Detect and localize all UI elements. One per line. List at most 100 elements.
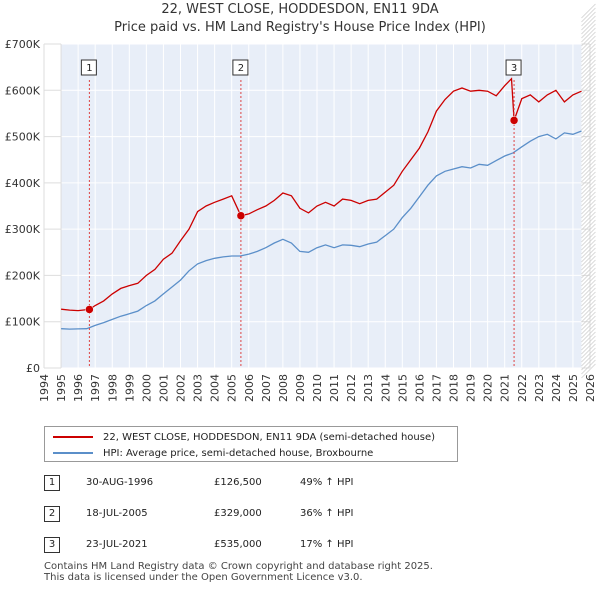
future-hatch (581, 23, 596, 39)
future-hatch (581, 275, 596, 291)
legend-swatch-hpi (53, 452, 93, 454)
x-tick-label: 2012 (345, 374, 358, 402)
future-hatch (581, 347, 596, 363)
future-hatch (581, 55, 596, 71)
future-hatch (581, 135, 596, 151)
sale-label: 1 (86, 63, 92, 74)
future-hatch (581, 103, 596, 119)
future-hatch (581, 91, 596, 107)
future-hatch (581, 111, 596, 127)
future-hatch (581, 67, 596, 83)
future-hatch (581, 31, 596, 47)
future-hatch (581, 243, 596, 259)
sale-label-box (505, 59, 522, 76)
legend-label-property: 22, WEST CLOSE, HODDESDON, EN11 9DA (sem… (103, 431, 436, 443)
x-tick-label: 2001 (157, 374, 170, 402)
sale-point (85, 305, 94, 314)
future-hatch (581, 127, 596, 143)
future-hatch (581, 35, 596, 51)
future-hatch (581, 247, 596, 263)
future-hatch (581, 211, 596, 227)
x-tick-label: 2002 (175, 374, 188, 402)
future-hatch (581, 179, 596, 195)
future-hatch (581, 83, 596, 99)
future-hatch (581, 299, 596, 315)
x-tick-label: 2025 (567, 374, 580, 402)
future-hatch (581, 351, 596, 367)
future-hatch (581, 27, 596, 43)
x-tick-label: 2019 (465, 374, 478, 402)
transaction-row: 3 23-JUL-2021 £535,000 17% ↑ HPI (44, 537, 444, 555)
y-tick-label: £400K (5, 177, 41, 190)
x-tick-label: 2000 (140, 374, 153, 402)
legend: 22, WEST CLOSE, HODDESDON, EN11 9DA (sem… (44, 426, 458, 462)
x-tick-label: 2003 (192, 374, 205, 402)
future-hatch (581, 107, 596, 123)
future-hatch (581, 167, 596, 183)
x-tick-label: 1998 (106, 374, 119, 402)
x-tick-label: 2006 (243, 374, 256, 402)
transaction-row: 2 18-JUL-2005 £329,000 36% ↑ HPI (44, 506, 444, 524)
future-hatch (581, 71, 596, 87)
future-hatch (581, 163, 596, 179)
transaction-price: £535,000 (214, 539, 262, 550)
y-tick-label: £0 (26, 362, 40, 375)
future-hatch (581, 267, 596, 283)
x-tick-label: 2015 (396, 374, 409, 402)
future-hatch (581, 159, 596, 175)
future-hatch (581, 271, 596, 287)
future-hatch (581, 15, 596, 31)
x-tick-label: 2021 (499, 374, 512, 402)
future-hatch (581, 191, 596, 207)
future-hatch (581, 319, 596, 335)
future-hatch (581, 231, 596, 247)
future-hatch (581, 7, 596, 23)
future-hatch (581, 311, 596, 327)
x-tick-label: 2024 (550, 374, 563, 402)
series-line (61, 77, 582, 312)
x-tick-label: 2022 (516, 374, 529, 402)
future-hatch (581, 155, 596, 171)
future-hatch (581, 123, 596, 139)
future-hatch (581, 227, 596, 243)
future-hatch (581, 339, 596, 355)
y-tick-label: £300K (5, 223, 41, 236)
future-hatch (581, 203, 596, 219)
x-tick-label: 2004 (209, 374, 222, 402)
chart-subtitle: Price paid vs. HM Land Registry's House … (114, 20, 486, 35)
future-hatch (581, 151, 596, 167)
x-tick-label: 1997 (89, 374, 102, 402)
sale-label-box (232, 59, 249, 76)
x-tick-label: 2013 (362, 374, 375, 402)
future-hatch (581, 315, 596, 331)
future-hatch (581, 51, 596, 67)
future-hatch (581, 219, 596, 235)
transaction-date: 23-JUL-2021 (86, 539, 148, 550)
future-hatch (581, 359, 596, 375)
sale-label-box (80, 59, 97, 76)
sale-label: 3 (511, 63, 517, 74)
x-tick-label: 1996 (72, 374, 85, 402)
x-tick-label: 2026 (584, 374, 597, 402)
x-tick-label: 2005 (226, 374, 239, 402)
future-hatch (581, 99, 596, 115)
future-hatch (581, 283, 596, 299)
future-hatch (581, 195, 596, 211)
transaction-number: 2 (44, 506, 60, 522)
future-hatch (581, 263, 596, 279)
transaction-hpi: 36% ↑ HPI (300, 508, 354, 519)
transaction-price: £126,500 (214, 477, 262, 488)
transaction-number: 3 (44, 537, 60, 553)
future-hatch (581, 239, 596, 255)
future-hatch (581, 207, 596, 223)
future-hatch (581, 119, 596, 135)
y-tick-label: £700K (5, 38, 41, 51)
future-hatch (581, 331, 596, 347)
future-hatch (581, 279, 596, 295)
future-hatch (581, 79, 596, 95)
x-tick-label: 2011 (328, 374, 341, 402)
x-tick-label: 2023 (533, 374, 546, 402)
future-hatch (581, 47, 596, 63)
price-chart: 1 2 3 £0 £100K £200K £300K £400K £500K £600K £700K… (5, 3, 597, 402)
future-hatch (581, 75, 596, 91)
